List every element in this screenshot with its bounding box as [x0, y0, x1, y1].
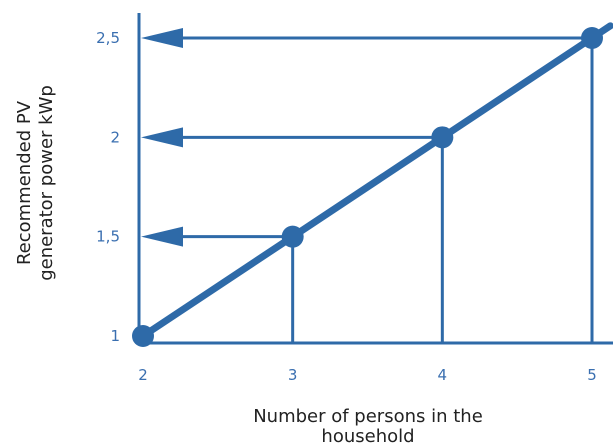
- x-axis-title-line-1: Number of persons in the: [253, 406, 483, 427]
- x-tick-label-3: 3: [288, 366, 298, 384]
- data-point-x2: [132, 325, 154, 347]
- y-tick-label-1-5: 1,5: [96, 228, 120, 246]
- data-point-x3: [281, 225, 304, 248]
- x-axis-title-line-2: household: [321, 426, 414, 447]
- arrow-head-y2-5: [141, 28, 183, 48]
- y-tick-label-2: 2: [110, 128, 120, 146]
- x-tick-label-2: 2: [138, 366, 148, 384]
- data-point-x4: [431, 126, 454, 149]
- data-point-x5: [581, 27, 603, 49]
- y-axis-title-line-1: Recommended PV: [14, 100, 35, 265]
- axes: [137, 13, 613, 345]
- guide-lines: [141, 28, 594, 343]
- arrow-head-y2: [141, 127, 183, 148]
- y-tick-label-2-5: 2,5: [96, 29, 120, 47]
- arrow-head-y1-5: [141, 226, 183, 247]
- series-line: [139, 22, 613, 340]
- x-tick-label-5: 5: [587, 366, 597, 384]
- y-tick-label-1: 1: [110, 327, 120, 345]
- tick-labels: 2 3 4 5 1 1,5 2 2,5: [96, 29, 597, 384]
- data-series: [132, 22, 613, 347]
- x-tick-label-4: 4: [438, 366, 448, 384]
- y-axis-title-line-2: generator power kWp: [36, 85, 57, 281]
